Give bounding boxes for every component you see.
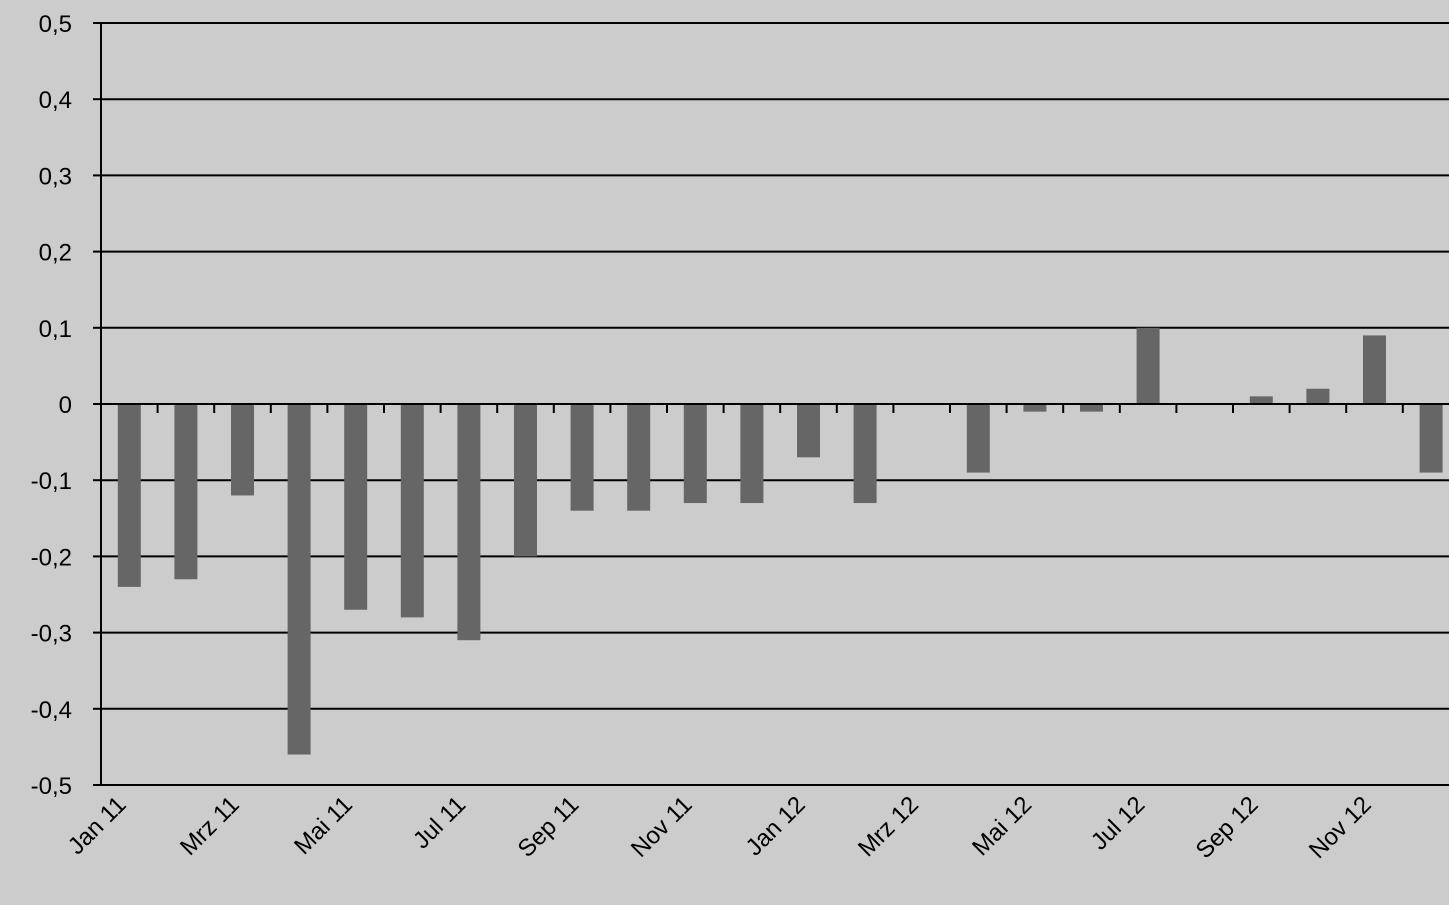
bar <box>344 404 368 610</box>
bar <box>1306 388 1330 404</box>
x-tick-label: Jul 11 <box>408 791 471 854</box>
x-tick-label: Jan 11 <box>63 791 132 860</box>
bar <box>1419 404 1443 473</box>
x-tick-label: Jul 12 <box>1086 791 1150 855</box>
x-tick-labels: Jan 11 Mrz 11 Mai 11 Jul 11 Sep 11 Nov 11 Jan … <box>63 791 1377 864</box>
y-tick-label: 0 <box>59 392 72 419</box>
bar <box>627 404 651 511</box>
y-tick-label: 0,1 <box>39 316 72 343</box>
x-tick-label: Mrz 11 <box>175 791 245 861</box>
y-tick-label: 0,2 <box>39 240 72 267</box>
y-tick-label: -0,5 <box>31 773 72 800</box>
x-tick-label: Nov 11 <box>626 791 698 863</box>
y-tick-label: -0,2 <box>31 544 72 571</box>
bar <box>1080 404 1103 412</box>
bar <box>231 404 254 496</box>
bar <box>797 404 820 458</box>
x-tick-label: Sep 11 <box>513 791 585 863</box>
y-tick-label: -0,1 <box>31 468 72 495</box>
x-tick-label: Mai 11 <box>289 791 358 860</box>
x-tick-label: Nov 12 <box>1304 791 1377 864</box>
x-tick-label: Sep 12 <box>1191 791 1264 864</box>
y-tick-label: -0,3 <box>31 621 72 648</box>
bar <box>400 404 424 618</box>
bar <box>570 404 594 511</box>
y-tick-label: -0,4 <box>31 697 72 724</box>
bar <box>1249 396 1273 404</box>
bar <box>683 404 707 504</box>
x-tick-label: Jan 12 <box>741 791 811 861</box>
bar <box>1023 404 1047 412</box>
y-tick-label: 0,4 <box>39 87 72 114</box>
axes <box>100 23 1449 785</box>
bar <box>966 404 990 473</box>
bar <box>457 404 481 641</box>
bars <box>117 327 1443 755</box>
bar <box>740 404 764 504</box>
x-tick-label: Mai 12 <box>967 791 1037 861</box>
bar <box>514 404 537 557</box>
bar <box>174 404 198 580</box>
bar <box>853 404 877 504</box>
y-tick-labels: 0,5 0,4 0,3 0,2 0,1 0 -0,1 -0,2 -0,3 -0,4 -0,5 <box>31 11 72 800</box>
y-tick-label: 0,5 <box>39 11 72 38</box>
y-tick-label: 0,3 <box>39 163 72 190</box>
bar <box>117 404 141 587</box>
bar <box>1363 335 1386 404</box>
bar <box>287 404 311 755</box>
x-tick-label: Mrz 12 <box>853 791 924 862</box>
bar <box>1136 327 1160 404</box>
